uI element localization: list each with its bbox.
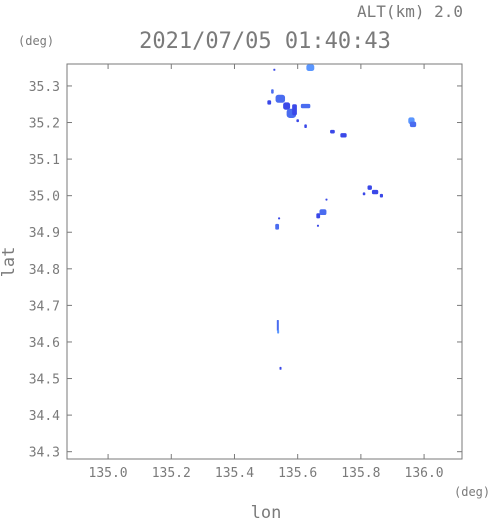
y-tick-label-7: 35.0 — [29, 190, 60, 205]
chart-title: 2021/07/05 01:40:43 — [139, 29, 391, 54]
echo-point-17 — [379, 193, 383, 198]
echo-point-14 — [409, 121, 417, 128]
echo-point-8 — [296, 119, 299, 123]
echo-point-9 — [300, 103, 311, 109]
echo-point-7 — [292, 104, 297, 116]
echo-point-23 — [278, 217, 281, 220]
echo-point-24 — [275, 223, 280, 230]
echo-point-22 — [316, 224, 319, 227]
y-tick-label-3: 34.6 — [29, 336, 60, 351]
echo-point-0 — [273, 68, 276, 71]
y-tick-label-6: 34.9 — [29, 226, 60, 241]
y-tick-label-2: 34.5 — [29, 373, 60, 388]
echo-point-27 — [279, 366, 282, 370]
echo-point-21 — [316, 213, 321, 219]
echo-point-11 — [330, 129, 335, 134]
echo-point-3 — [271, 89, 274, 94]
x-tick-label-2: 135.4 — [215, 466, 254, 481]
x-tick-label-5: 136.0 — [405, 466, 444, 481]
echo-point-25 — [276, 320, 279, 331]
echo-point-15 — [367, 185, 372, 190]
echo-point-16 — [371, 189, 379, 195]
echo-point-19 — [325, 198, 328, 201]
axis-ticks: 135.0 135.2 135.4 135.6 135.8 136.0 34.3 34.4 34… — [29, 64, 462, 481]
y-tick-label-9: 35.2 — [29, 117, 60, 132]
echo-points — [267, 64, 417, 370]
plot-frame — [66, 63, 463, 460]
x-tick-label-3: 135.6 — [278, 466, 317, 481]
echo-point-5 — [283, 102, 291, 110]
y-tick-label-8: 35.1 — [29, 153, 60, 168]
echo-point-20 — [319, 209, 327, 216]
y-axis-label: lat — [0, 247, 19, 278]
y-tick-label-10: 35.3 — [29, 80, 60, 95]
y-unit-label: (deg) — [18, 34, 54, 48]
x-unit-label: (deg) — [454, 485, 490, 499]
x-tick-label-0: 135.0 — [89, 466, 128, 481]
echo-point-2 — [267, 100, 272, 105]
x-tick-label-1: 135.2 — [152, 466, 191, 481]
y-tick-label-5: 34.8 — [29, 263, 60, 278]
echo-point-18 — [362, 192, 366, 196]
echo-point-26 — [277, 329, 280, 334]
y-tick-label-1: 34.4 — [29, 409, 60, 424]
echo-point-10 — [304, 124, 307, 129]
y-tick-label-4: 34.7 — [29, 299, 60, 314]
chart-subtitle: ALT(km) 2.0 — [357, 2, 463, 21]
echo-point-1 — [306, 64, 315, 71]
y-tick-label-0: 34.3 — [29, 446, 60, 461]
x-axis-label: lon — [251, 503, 282, 521]
echo-point-4 — [275, 94, 286, 103]
x-tick-label-4: 135.8 — [341, 466, 380, 481]
echo-point-12 — [340, 133, 347, 138]
